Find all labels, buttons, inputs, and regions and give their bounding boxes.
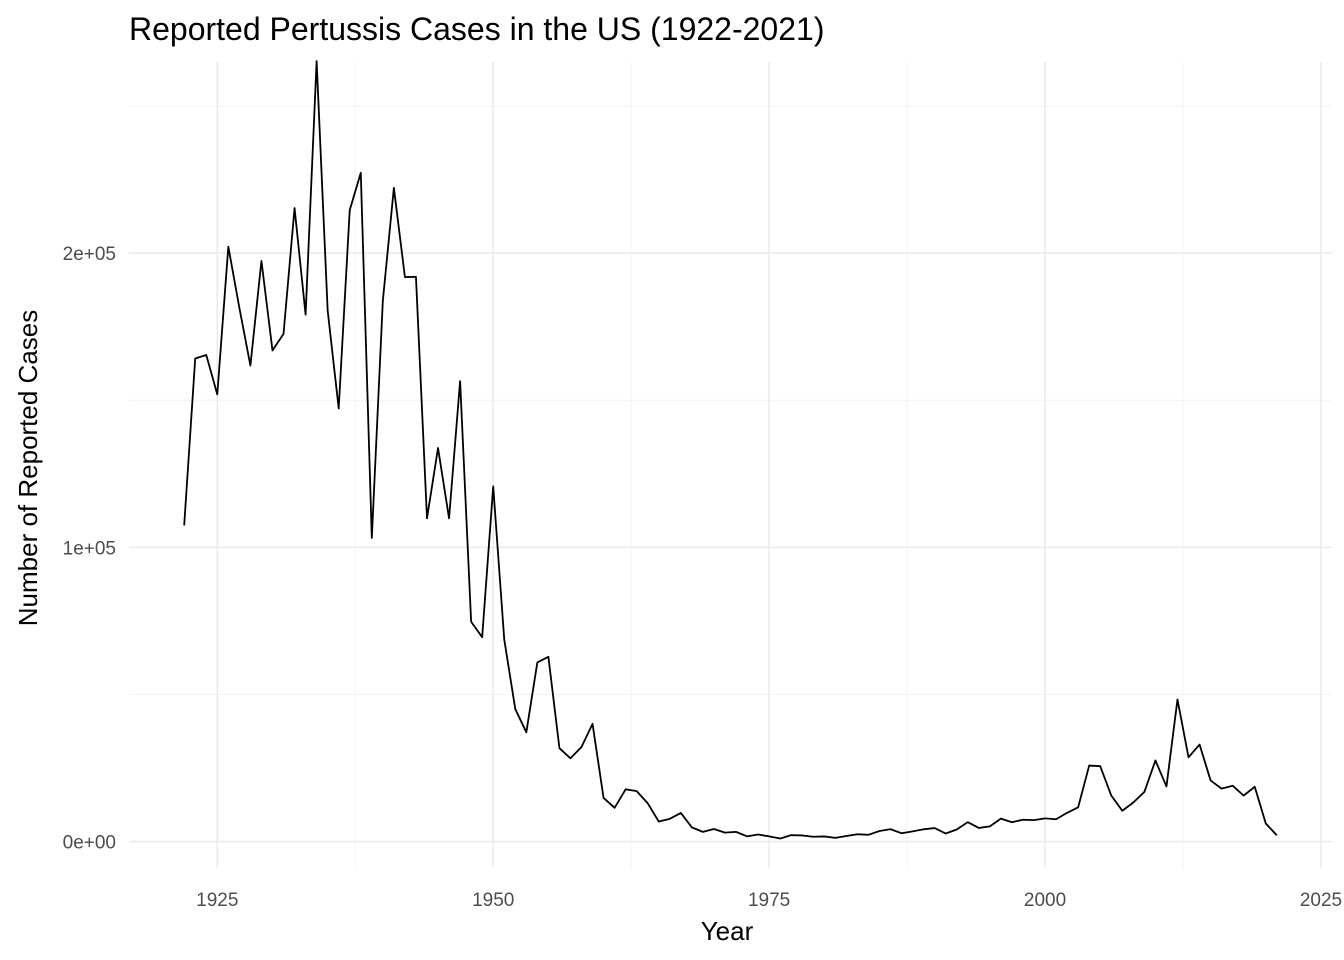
y-tick-label: 2e+05 bbox=[63, 244, 116, 265]
y-tick-label: 0e+00 bbox=[63, 833, 116, 854]
x-tick-label: 1950 bbox=[472, 890, 514, 911]
x-tick-label: 2025 bbox=[1300, 890, 1342, 911]
series-group bbox=[183, 60, 1278, 840]
y-tick-label: 1e+05 bbox=[63, 538, 116, 559]
x-axis-label: Year bbox=[701, 916, 754, 946]
x-axis-ticks: 1925 1950 1975 2000 2025 bbox=[196, 890, 1342, 911]
y-axis-ticks: 0e+00 1e+05 2e+05 bbox=[63, 244, 116, 853]
x-tick-label: 1925 bbox=[196, 890, 238, 911]
series-line bbox=[183, 60, 1278, 840]
grid bbox=[129, 62, 1332, 868]
y-axis-label: Number of Reported Cases bbox=[13, 310, 43, 626]
x-tick-label: 1975 bbox=[748, 890, 790, 911]
x-tick-label: 2000 bbox=[1024, 890, 1066, 911]
chart-title: Reported Pertussis Cases in the US (1922… bbox=[129, 11, 824, 47]
